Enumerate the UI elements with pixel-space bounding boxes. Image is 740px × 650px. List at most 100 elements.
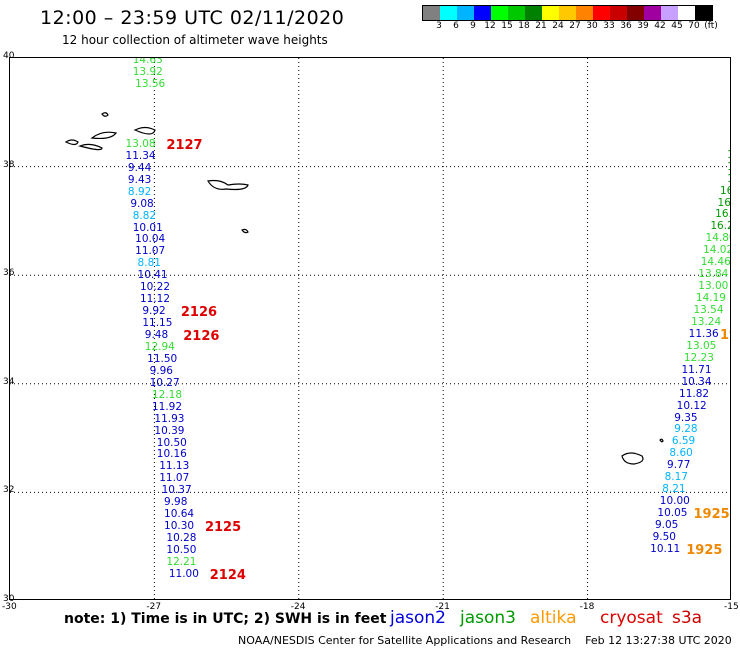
wave-height-label: 9.28	[674, 423, 698, 436]
satellite-s3a: s3a	[672, 608, 703, 628]
wave-height-label: 10.05	[657, 507, 688, 520]
color-scale-label: 3	[436, 21, 442, 31]
wave-height-label: 11.36	[688, 327, 719, 340]
wave-height-label: 11.15	[142, 317, 173, 330]
wave-height-label: 9.08	[130, 197, 154, 210]
island-coastline	[207, 179, 249, 191]
satellite-altika: altika	[530, 608, 577, 628]
wave-height-label: 8.21	[662, 483, 686, 496]
color-scale-label: (ft)	[704, 21, 718, 31]
wave-height-label: 13.84	[698, 268, 729, 281]
wave-height-label: 12.18	[151, 388, 183, 401]
color-scale-label: 70	[688, 21, 700, 31]
wave-height-label: 10.50	[156, 436, 187, 449]
color-swatch	[508, 6, 525, 20]
wave-height-label: 16.2	[719, 184, 730, 197]
wave-height-label: 8.81	[137, 257, 161, 270]
wave-height-label: 13.00	[698, 280, 729, 293]
wave-height-label: 10.22	[139, 281, 171, 294]
wave-height-label: 10.04	[135, 233, 166, 246]
wave-height-label: 9.44	[127, 161, 152, 174]
lon-tick-label: -30	[2, 602, 17, 612]
wave-height-label: 11.71	[681, 363, 712, 376]
lon-tick-label: -15	[724, 602, 739, 612]
wave-height-label: 10.37	[161, 484, 192, 497]
color-swatch	[559, 6, 576, 20]
pass-time-label: 192	[719, 327, 730, 343]
island-coastline	[133, 126, 156, 135]
lat-tick-label: 36	[3, 268, 15, 279]
color-swatch	[474, 6, 491, 20]
color-scale-label: 9	[470, 21, 476, 31]
wave-height-label: 14.19	[695, 292, 726, 305]
wave-height-label: 11.82	[679, 387, 710, 400]
wave-height-label: 17	[727, 150, 730, 161]
lon-tick-label: -18	[579, 602, 595, 612]
footer-timestamp: Feb 12 13:27:38 UTC 2020	[585, 634, 732, 647]
color-swatch	[440, 6, 457, 20]
wave-height-label: 10.39	[154, 424, 185, 437]
color-scale-label: 30	[586, 21, 598, 31]
pass-time-label: 2124	[209, 567, 246, 583]
wave-height-label: 10.01	[132, 221, 163, 234]
wave-height-label: 14.63	[132, 57, 163, 67]
wave-height-label: 13.08	[125, 137, 156, 150]
color-scale-label: 45	[671, 21, 683, 31]
pass-time-label: 2126	[180, 305, 218, 321]
color-swatch	[525, 6, 542, 20]
lon-tick-label: -21	[435, 602, 450, 612]
color-scale-label: 39	[637, 21, 649, 31]
color-swatch	[593, 6, 610, 20]
wave-height-label: 10.30	[164, 520, 195, 533]
wave-height-label: 17	[727, 162, 730, 173]
wave-height-label: 10.64	[164, 508, 195, 521]
wave-height-label: 9.96	[149, 364, 173, 377]
color-scale-label: 33	[603, 21, 615, 31]
wave-height-label: 16.20	[710, 220, 730, 233]
wave-height-label: 9.35	[674, 411, 698, 424]
wave-height-label: 12.23	[683, 351, 714, 364]
footer-credit: NOAA/NESDIS Center for Satellite Applica…	[238, 634, 732, 647]
wave-height-label: 11.34	[125, 149, 156, 162]
map-plot-area[interactable]: 14.63 13.92 13.56 13.08 11.34 9.44 9.43 8.92 9.0…	[9, 57, 731, 600]
wave-height-label: 18.	[727, 174, 730, 185]
wave-height-label: 14.02	[703, 244, 731, 257]
wave-height-label: 9.77	[667, 459, 691, 472]
color-swatch	[661, 6, 678, 20]
color-scale-label: 18	[518, 21, 530, 31]
island-coastline	[101, 112, 109, 117]
pass-time-label: 2126	[183, 329, 220, 345]
color-swatch	[678, 6, 695, 20]
map-grid-and-coastlines	[10, 58, 730, 599]
color-swatch	[423, 6, 440, 20]
wave-height-label: 9.50	[652, 531, 676, 543]
color-scale-label: 12	[484, 21, 496, 31]
wave-height-label: 13.54	[693, 304, 724, 317]
footer-credit-text: NOAA/NESDIS Center for Satellite Applica…	[238, 634, 572, 647]
lon-tick-label: -27	[146, 602, 162, 612]
units-note: note: 1) Time is in UTC; 2) SWH is in fe…	[64, 611, 387, 627]
wave-height-label: 8.82	[132, 209, 157, 222]
wave-height-label: 13.05	[686, 339, 717, 352]
wave-height-label: 9.92	[142, 305, 166, 318]
color-swatch	[627, 6, 644, 20]
wave-height-label: 14.46	[700, 256, 731, 269]
wave-height-label: 8.17	[664, 471, 688, 484]
wave-height-label: 10.11	[650, 542, 681, 555]
wave-height-label: 13.92	[132, 66, 163, 79]
color-swatch	[457, 6, 474, 20]
island-coastline	[64, 139, 79, 146]
lat-tick-label: 38	[3, 159, 15, 170]
wave-height-label: 8.92	[127, 185, 152, 198]
wave-height-label: 16.3	[717, 196, 731, 209]
pass-time-label: 1925	[686, 542, 723, 558]
island-coastline	[621, 452, 644, 465]
wave-height-label: 10.27	[149, 376, 180, 389]
wave-height-label: 10.34	[681, 375, 712, 388]
lat-tick-label: 30	[3, 594, 15, 604]
wave-height-label: 11.07	[159, 472, 190, 485]
wave-height-label: 11.07	[135, 245, 166, 258]
wave-height-label: 10.50	[166, 544, 197, 557]
lon-tick-label: -24	[290, 602, 306, 612]
wave-height-label: 13.56	[135, 78, 166, 91]
